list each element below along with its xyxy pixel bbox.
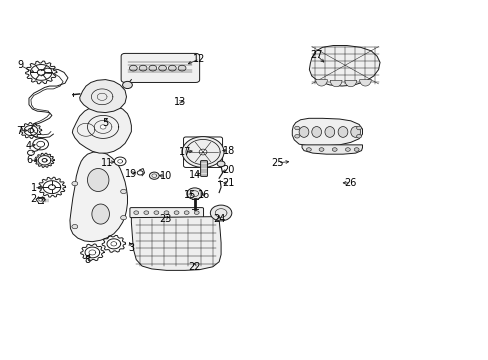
Text: 4: 4 (26, 141, 32, 151)
Circle shape (154, 211, 159, 215)
Circle shape (356, 126, 361, 130)
FancyBboxPatch shape (121, 53, 199, 82)
Polygon shape (309, 45, 379, 86)
Text: 22: 22 (188, 262, 201, 272)
FancyBboxPatch shape (130, 208, 203, 218)
Circle shape (163, 211, 168, 215)
Polygon shape (72, 105, 131, 153)
Circle shape (149, 65, 157, 71)
Ellipse shape (311, 127, 321, 137)
Circle shape (199, 149, 206, 155)
Circle shape (294, 126, 299, 130)
Polygon shape (302, 145, 362, 154)
Circle shape (319, 148, 324, 151)
Circle shape (121, 189, 126, 194)
Circle shape (134, 211, 139, 215)
Polygon shape (344, 80, 356, 87)
Text: 26: 26 (344, 178, 356, 188)
Text: 6: 6 (26, 155, 32, 165)
Text: 13: 13 (174, 97, 186, 107)
Polygon shape (70, 152, 127, 242)
Ellipse shape (325, 127, 334, 137)
Text: 9: 9 (17, 60, 23, 70)
Text: 5: 5 (102, 118, 108, 128)
Circle shape (210, 205, 231, 221)
Circle shape (121, 216, 126, 220)
Text: 17: 17 (179, 147, 191, 157)
Circle shape (168, 65, 176, 71)
Polygon shape (131, 217, 221, 270)
Circle shape (139, 65, 147, 71)
Circle shape (306, 148, 311, 151)
Circle shape (182, 136, 224, 167)
Text: 25: 25 (271, 158, 284, 168)
Circle shape (331, 148, 336, 151)
Text: 19: 19 (125, 168, 137, 179)
Circle shape (27, 150, 34, 155)
Circle shape (72, 181, 78, 186)
Circle shape (122, 81, 132, 89)
Circle shape (356, 134, 361, 138)
Text: 11: 11 (101, 158, 113, 168)
Text: 10: 10 (160, 171, 172, 181)
Text: 7: 7 (16, 126, 22, 135)
Circle shape (174, 211, 179, 215)
Text: 24: 24 (212, 214, 225, 224)
Text: 14: 14 (188, 170, 201, 180)
Polygon shape (315, 80, 327, 86)
Circle shape (72, 225, 78, 229)
Text: 16: 16 (198, 190, 210, 200)
Text: 23: 23 (159, 214, 171, 224)
Text: 21: 21 (222, 178, 235, 188)
Circle shape (149, 172, 159, 179)
Polygon shape (359, 80, 370, 86)
Text: 1: 1 (31, 183, 37, 193)
Text: 15: 15 (183, 190, 196, 200)
Circle shape (129, 65, 137, 71)
Circle shape (194, 211, 199, 215)
FancyBboxPatch shape (200, 161, 207, 176)
Circle shape (217, 161, 224, 167)
Polygon shape (80, 80, 126, 113)
Circle shape (158, 65, 166, 71)
Circle shape (33, 138, 48, 150)
Circle shape (143, 211, 148, 215)
Polygon shape (92, 204, 109, 224)
Circle shape (184, 211, 189, 215)
Text: 20: 20 (222, 165, 235, 175)
Ellipse shape (337, 127, 347, 137)
Text: 12: 12 (193, 54, 205, 64)
Ellipse shape (350, 127, 360, 137)
Text: 3: 3 (128, 243, 134, 253)
Circle shape (353, 148, 358, 151)
Circle shape (137, 171, 143, 175)
Circle shape (294, 134, 299, 138)
Circle shape (186, 188, 202, 199)
Polygon shape (292, 118, 362, 146)
Ellipse shape (299, 127, 308, 137)
Polygon shape (87, 168, 109, 192)
Circle shape (114, 157, 126, 166)
Text: 8: 8 (84, 255, 90, 265)
Polygon shape (330, 80, 341, 87)
Circle shape (178, 65, 185, 71)
Text: 18: 18 (223, 145, 235, 156)
Circle shape (100, 125, 106, 129)
Text: 27: 27 (310, 50, 322, 60)
Text: 2: 2 (31, 194, 37, 204)
Circle shape (345, 148, 349, 151)
